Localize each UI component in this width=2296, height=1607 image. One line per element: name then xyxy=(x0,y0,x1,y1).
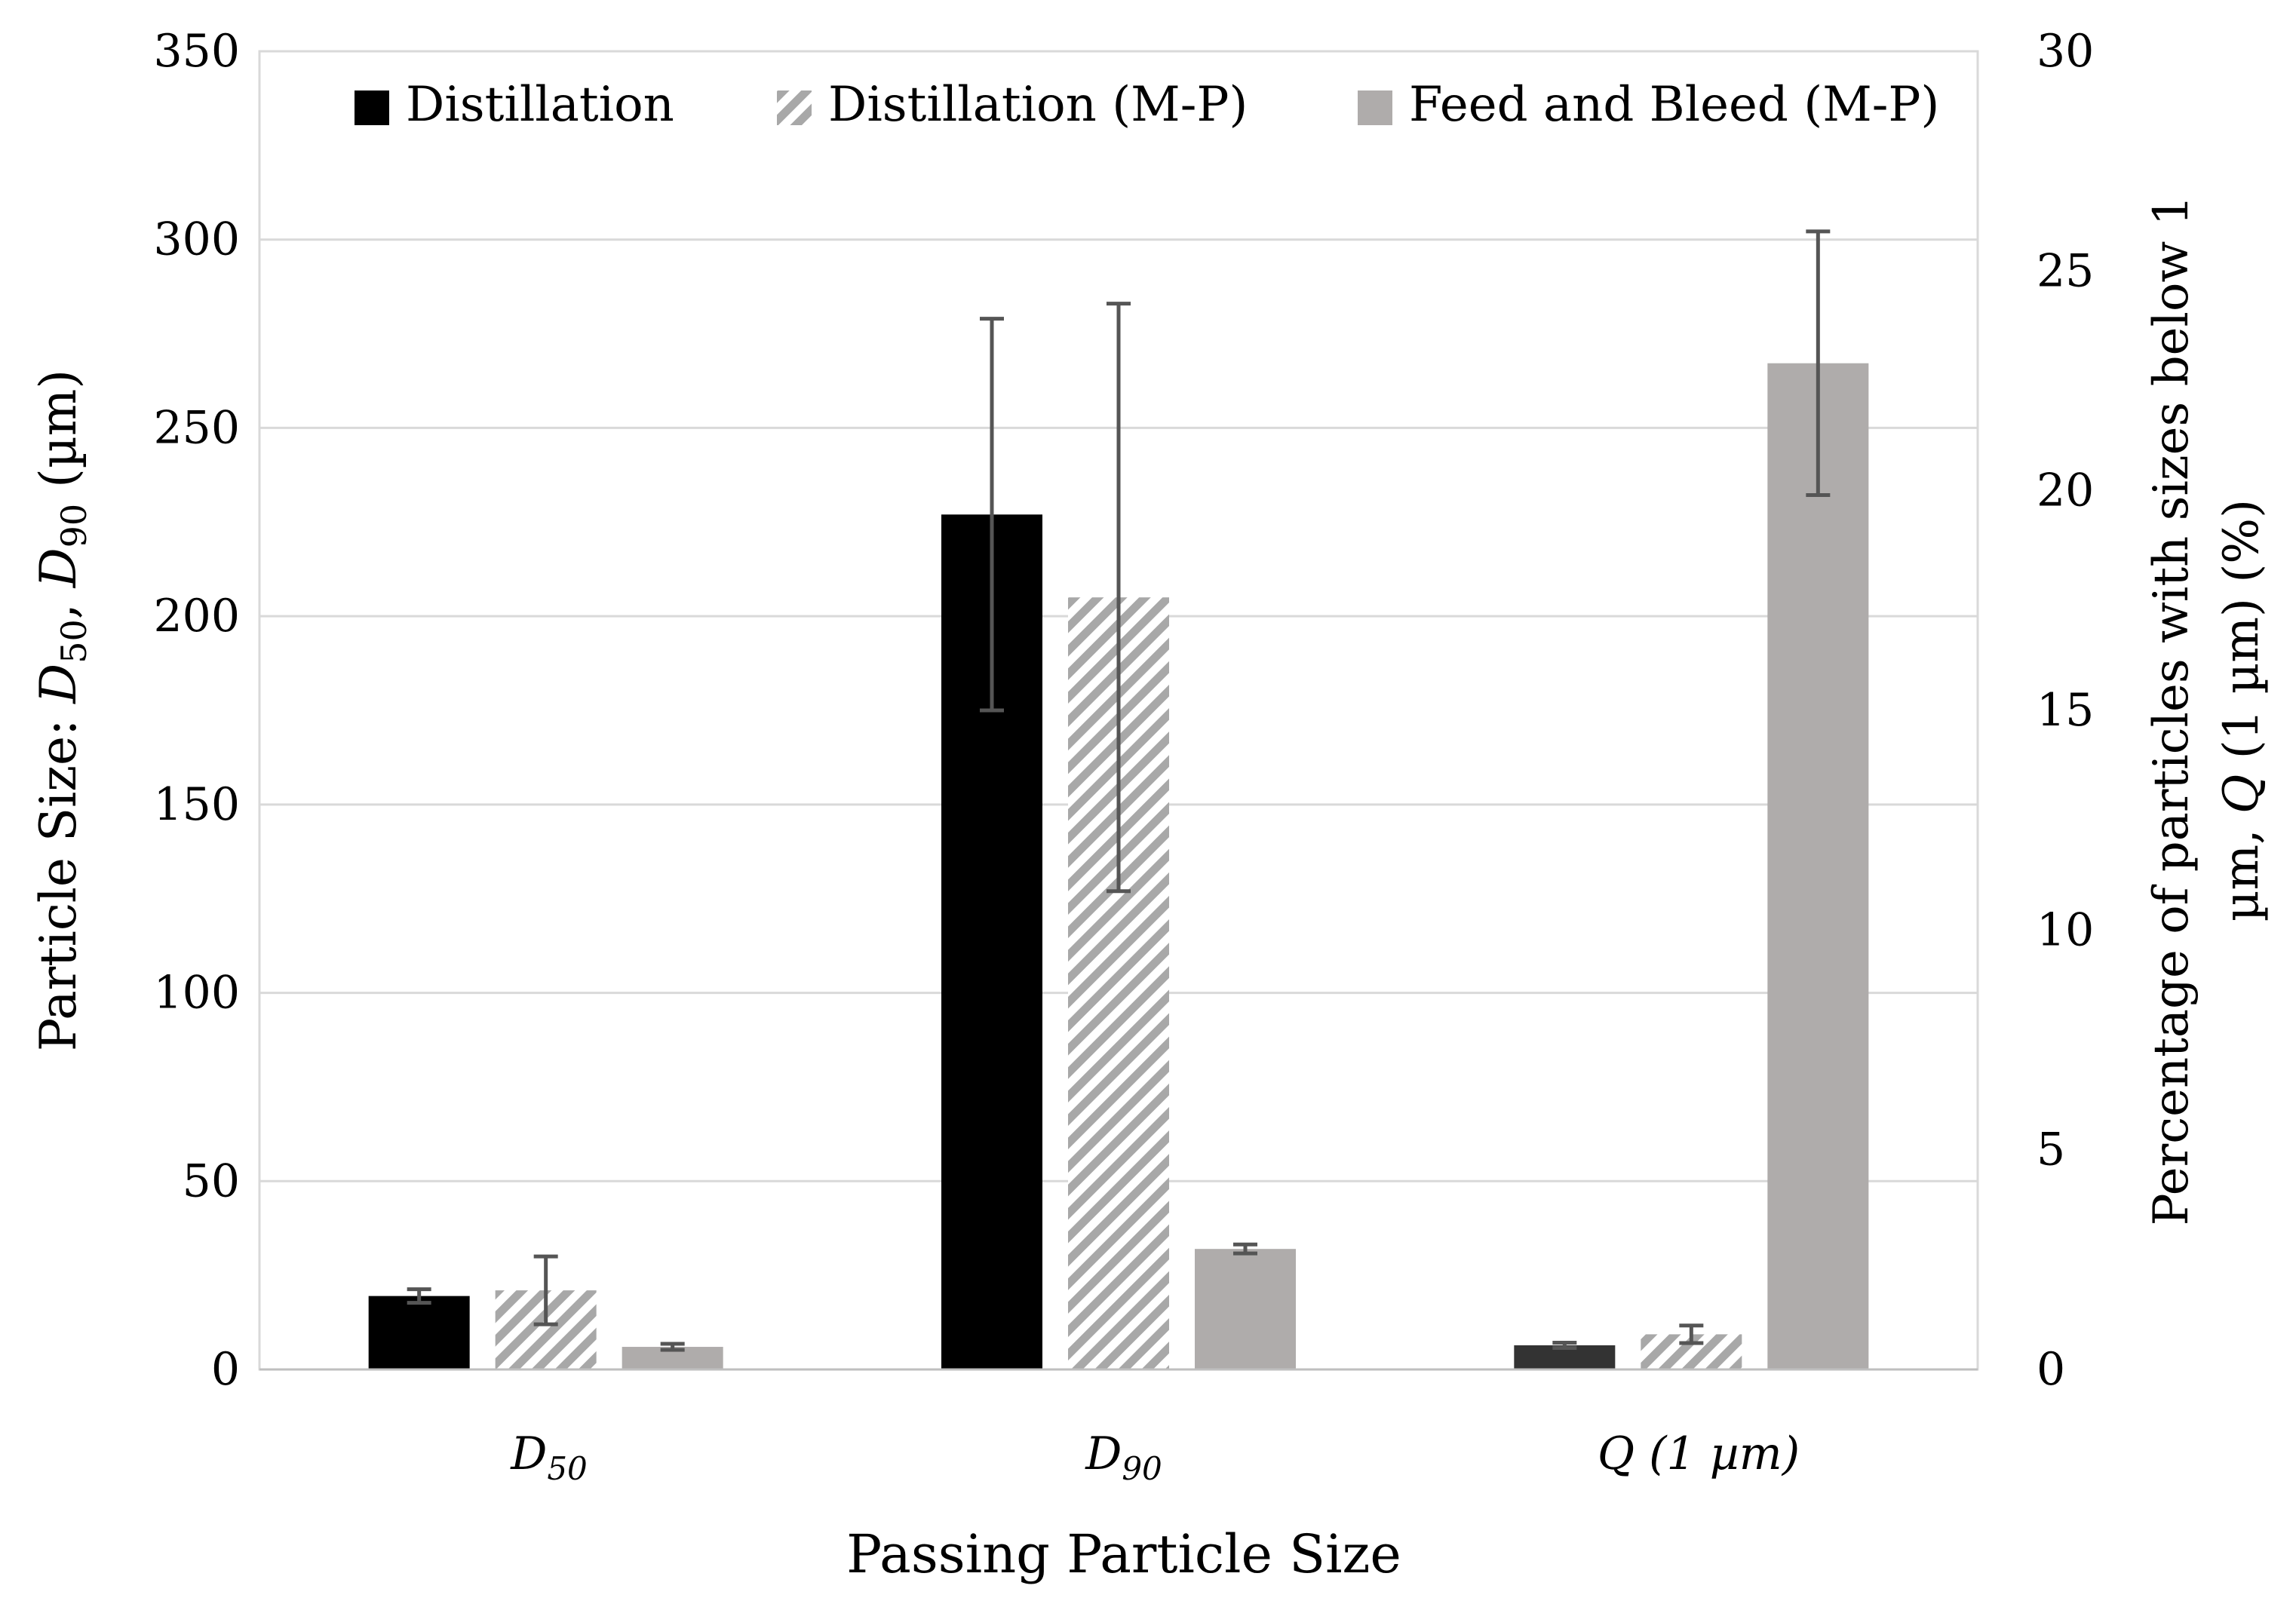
y-tick-label: 350 xyxy=(153,25,240,78)
y-tick-label: 200 xyxy=(153,590,240,642)
y-tick-label: 300 xyxy=(153,213,240,266)
legend-label-feed-and-bleed: Feed and Bleed (M-P) xyxy=(1409,77,1939,133)
y2-tick-label: 10 xyxy=(2037,903,2094,956)
category-label-d90: D90 xyxy=(1085,1428,1162,1487)
bar xyxy=(1195,1249,1296,1369)
bar xyxy=(1767,363,1869,1369)
y-tick-label: 50 xyxy=(183,1155,240,1207)
y-tick-label: 0 xyxy=(211,1343,240,1396)
y-tick-label: 150 xyxy=(153,778,240,831)
category-label-q: Q (1 µm) xyxy=(1598,1428,1800,1480)
bar xyxy=(368,1296,470,1369)
right-axis-ticks: 0 5 10 15 20 25 30 xyxy=(2037,25,2094,1396)
legend: Distillation Distillation (M-P) Feed and… xyxy=(355,77,1939,133)
bars xyxy=(368,363,1869,1369)
y2-tick-label: 15 xyxy=(2037,684,2094,737)
y2-tick-label: 25 xyxy=(2037,244,2094,297)
y-tick-label: 250 xyxy=(153,401,240,454)
gridlines xyxy=(259,238,1978,1182)
legend-label-distillation-mp: Distillation (M-P) xyxy=(828,77,1248,133)
y-tick-label: 100 xyxy=(153,967,240,1020)
legend-swatch-feed-and-bleed xyxy=(1358,90,1392,125)
y-axis-title: Particle Size: D50, D90 (µm) xyxy=(29,370,94,1051)
y2-tick-label: 20 xyxy=(2037,465,2094,517)
y2-tick-label: 5 xyxy=(2037,1124,2065,1176)
error-bars xyxy=(407,229,1831,1352)
legend-label-distillation: Distillation xyxy=(406,77,674,133)
y2-axis-title-line1: Percentage of particles with sizes below… xyxy=(2144,195,2199,1226)
category-labels: D50 D90 Q (1 µm) xyxy=(510,1428,1800,1487)
left-axis-ticks: 0 50 100 150 200 250 300 350 xyxy=(153,25,240,1396)
legend-swatch-distillation-mp xyxy=(777,90,812,125)
legend-swatch-distillation xyxy=(355,90,389,125)
y2-tick-label: 30 xyxy=(2037,25,2094,78)
y2-tick-label: 0 xyxy=(2037,1343,2065,1396)
x-axis-title: Passing Particle Size xyxy=(846,1523,1401,1585)
category-label-d50: D50 xyxy=(510,1428,588,1487)
y2-axis-title-line2: µm, Q (1 µm) (%) xyxy=(2214,499,2270,922)
